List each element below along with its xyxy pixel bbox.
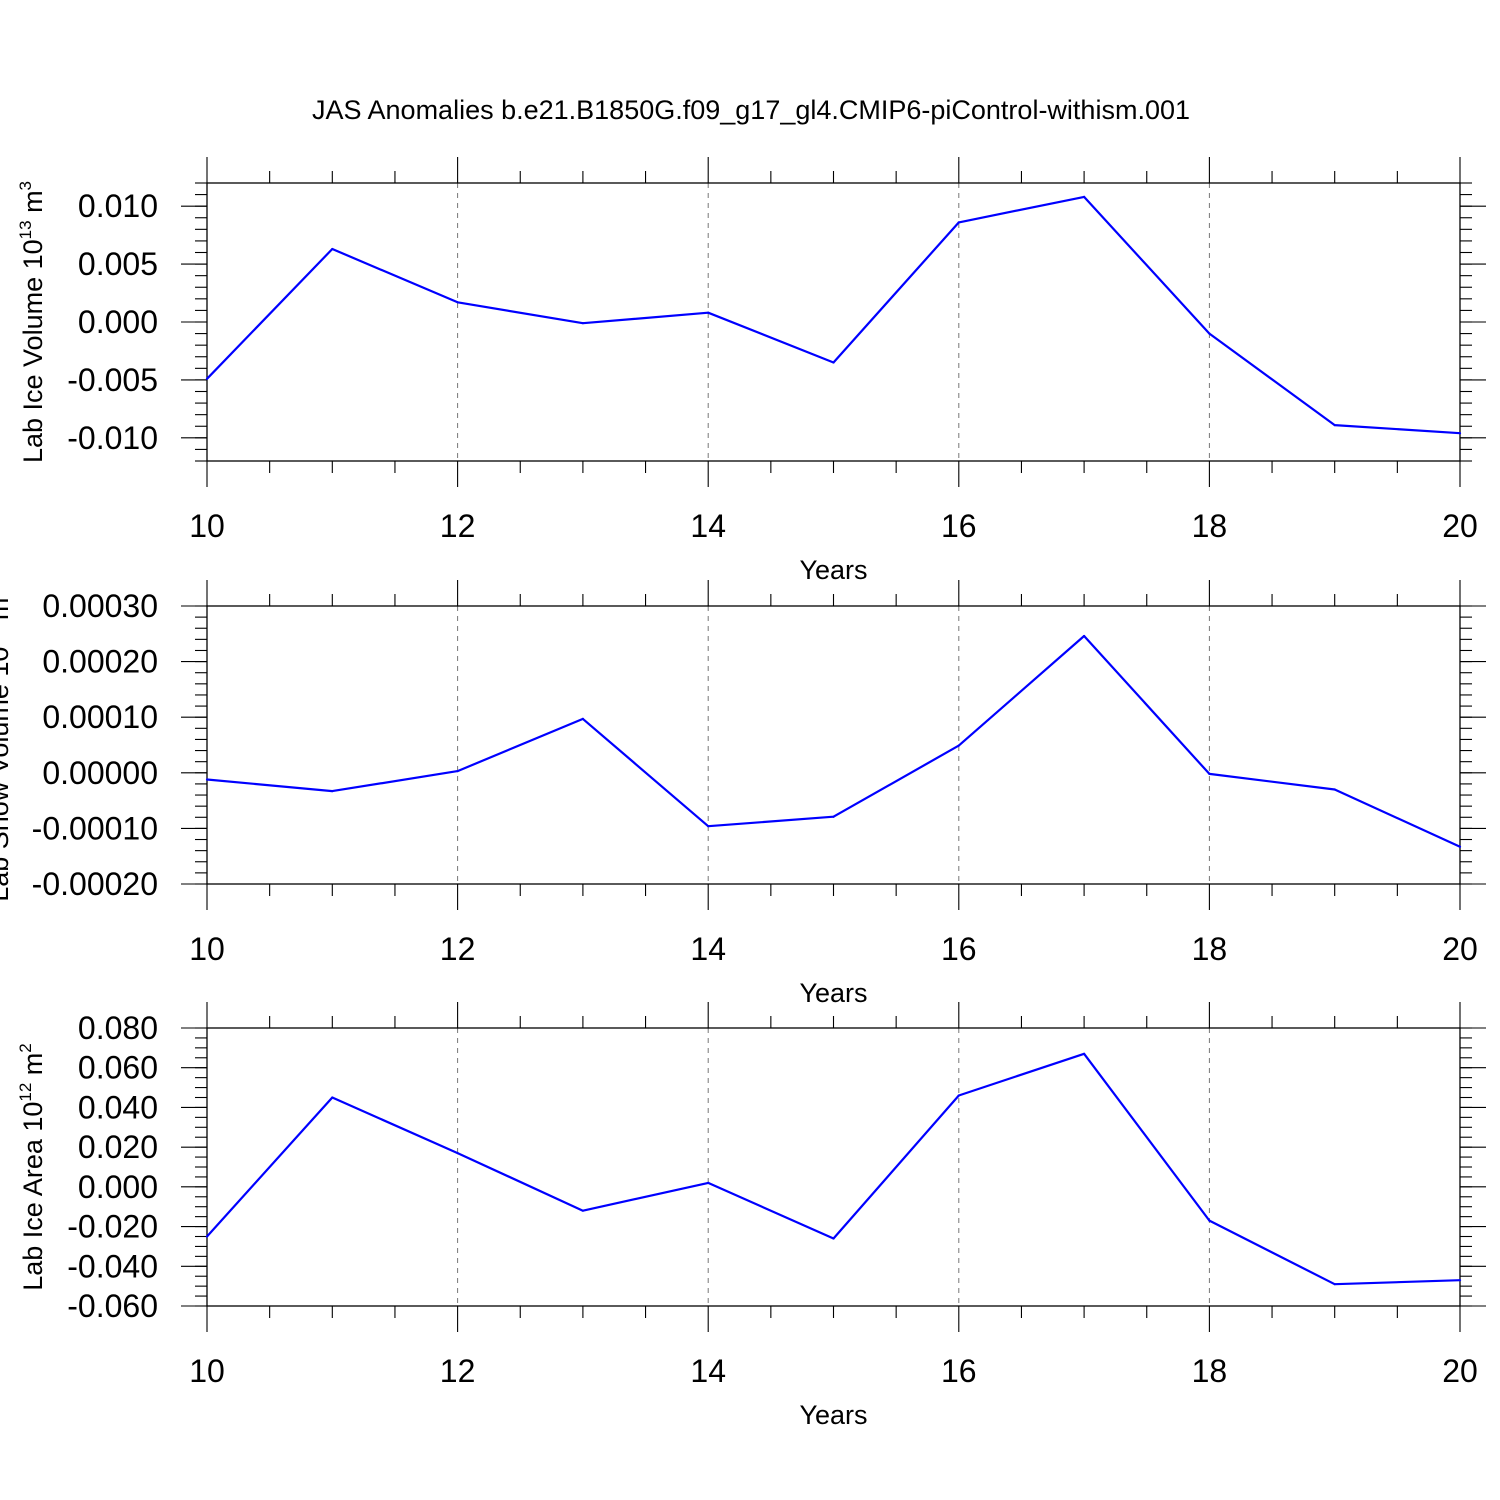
data-point xyxy=(707,825,710,828)
y-tick-label: -0.020 xyxy=(67,1209,158,1245)
y-tick-label: 0.020 xyxy=(78,1129,158,1165)
x-tick-label: 16 xyxy=(941,931,977,967)
x-tick-label: 18 xyxy=(1192,931,1228,967)
x-tick-label: 10 xyxy=(189,1353,225,1389)
plot-frame xyxy=(206,605,1461,885)
data-point xyxy=(1333,1283,1336,1286)
y-tick-label: 0.00020 xyxy=(42,644,158,680)
data-point xyxy=(1083,634,1086,638)
y-tick-label: 0.040 xyxy=(78,1089,158,1125)
x-tick-label: 12 xyxy=(440,508,476,544)
data-point xyxy=(331,790,334,793)
data-point xyxy=(1083,1052,1086,1055)
y-tick-label: -0.040 xyxy=(67,1248,158,1284)
y-tick-label: -0.010 xyxy=(67,420,158,456)
data-point xyxy=(331,1096,334,1099)
series-line xyxy=(206,634,1461,848)
data-point xyxy=(1333,423,1336,427)
data-point xyxy=(205,377,209,380)
data-point xyxy=(1208,1219,1211,1222)
data-point xyxy=(832,1237,835,1240)
data-point xyxy=(1333,788,1336,791)
x-tick-label: 14 xyxy=(690,931,726,967)
y-tick-label: -0.00010 xyxy=(32,810,158,846)
data-point xyxy=(456,1152,459,1155)
data-point xyxy=(832,361,835,364)
x-tick-label: 10 xyxy=(189,931,225,967)
y-tick-label: -0.00020 xyxy=(32,866,158,902)
data-point xyxy=(1458,845,1462,848)
x-tick-label: 18 xyxy=(1192,508,1228,544)
x-tick-label: 14 xyxy=(690,1353,726,1389)
data-point xyxy=(456,770,459,773)
x-axis-label: Years xyxy=(799,555,867,585)
x-tick-label: 16 xyxy=(941,508,977,544)
panels: 10 12 14 16 18 20 -0.010 -0.005 0.000 0.005 0.010 Y… xyxy=(0,157,1486,1430)
y-tick-label: 0.00010 xyxy=(42,699,158,735)
x-axis-label: Years xyxy=(799,978,867,1008)
y-tick-label: 0.00030 xyxy=(42,588,158,624)
x-tick-label: 12 xyxy=(440,931,476,967)
y-tick-label: 0.060 xyxy=(78,1050,158,1086)
data-point xyxy=(707,311,710,314)
y-axis-label: Lab Ice Area 1012 m2 xyxy=(16,1043,48,1291)
panel-3: 10 12 14 16 18 20 -0.060 -0.040-0.020 0.000 0.020… xyxy=(16,1002,1486,1430)
x-tick-label: 16 xyxy=(941,1353,977,1389)
x-tick-label: 20 xyxy=(1442,931,1478,967)
data-point xyxy=(1208,332,1211,335)
y-tick-label: -0.060 xyxy=(67,1288,158,1324)
data-point xyxy=(331,247,334,251)
plot-frame xyxy=(206,1027,1461,1307)
x-tick-label: 14 xyxy=(690,508,726,544)
y-tick-label: 0.000 xyxy=(78,1169,158,1205)
y-tick-label: 0.080 xyxy=(78,1010,158,1046)
y-tick-label: 0.005 xyxy=(78,246,158,282)
y-axis-label: Lab Ice Volume 1013 m3 xyxy=(16,181,48,463)
data-point xyxy=(1458,432,1462,435)
y-tick-label: 0.000 xyxy=(78,304,158,340)
data-point xyxy=(1083,195,1086,198)
data-point xyxy=(581,322,585,325)
x-axis-label: Years xyxy=(799,1400,867,1430)
data-point xyxy=(832,815,835,818)
data-point xyxy=(957,1094,960,1097)
x-tick-label: 18 xyxy=(1192,1353,1228,1389)
series-line xyxy=(206,1052,1461,1286)
x-tick-label: 12 xyxy=(440,1353,476,1389)
x-tick-label: 10 xyxy=(189,508,225,544)
data-point xyxy=(1458,1279,1462,1282)
y-tick-label: 0.010 xyxy=(78,188,158,224)
panel-2: 10 12 14 16 18 20 -0.00020 -0.00010 0.00000 0.000… xyxy=(0,580,1486,1008)
data-point xyxy=(581,1209,585,1212)
series-line xyxy=(206,195,1461,435)
y-axis-label: Lab Snow Volume 1013 m3 xyxy=(0,588,14,902)
data-point xyxy=(957,744,960,747)
y-tick-label: -0.005 xyxy=(67,362,158,398)
data-point xyxy=(581,717,585,720)
data-point xyxy=(707,1181,710,1184)
x-tick-label: 20 xyxy=(1442,1353,1478,1389)
panel-1: 10 12 14 16 18 20 -0.010 -0.005 0.000 0.005 0.010 Y… xyxy=(16,157,1486,585)
data-point xyxy=(205,1235,209,1238)
data-point xyxy=(957,221,960,224)
y-tick-label: 0.00000 xyxy=(42,755,158,791)
plot-frame xyxy=(206,182,1461,462)
figure-title: JAS Anomalies b.e21.B1850G.f09_g17_gl4.C… xyxy=(312,95,1190,125)
x-tick-label: 20 xyxy=(1442,508,1478,544)
data-point xyxy=(1208,772,1211,776)
data-point xyxy=(456,301,459,304)
data-point xyxy=(205,778,209,781)
